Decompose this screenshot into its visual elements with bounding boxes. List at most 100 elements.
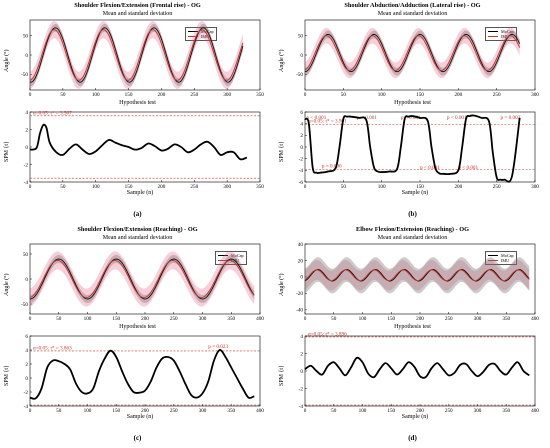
x-tick-label: 350: [502, 316, 510, 322]
mocap-mean-line: [29, 27, 244, 83]
x-tick-label: 50: [331, 408, 337, 414]
x-tick-label: 100: [92, 92, 100, 98]
y-tick-label: -6: [299, 180, 304, 186]
y-tick-label: 4: [25, 348, 28, 354]
imu-mean-line: [29, 259, 255, 299]
y-tick-label: 40: [298, 242, 304, 248]
imu-sd-band: [305, 260, 530, 291]
x-tick-label: 50: [60, 184, 66, 190]
legend-imu: IMU: [488, 34, 514, 39]
legend-mocap: MoCap: [488, 253, 514, 258]
y-tick-label: 20: [298, 258, 304, 264]
x-tick-label: 200: [158, 92, 166, 98]
p-value-label: p < 0.001: [307, 115, 327, 121]
legend-imu: IMU: [188, 34, 214, 39]
x-tick-label: 400: [531, 316, 539, 322]
x-tick-label: 300: [474, 408, 482, 414]
y-tick-label: 6: [25, 334, 28, 340]
sample-xlabel: Sample (n): [126, 414, 154, 420]
x-tick-label: 150: [125, 92, 133, 98]
p-value-label: p = 0.003: [501, 115, 521, 121]
legend: MoCap IMU: [485, 251, 517, 265]
mocap-sd-band: [305, 257, 530, 294]
x-tick-label: 50: [56, 408, 62, 414]
y-tick-label: -2: [24, 162, 29, 168]
x-tick-label: 100: [378, 184, 386, 190]
x-tick-label: 0: [304, 184, 307, 190]
x-tick-label: 250: [170, 408, 178, 414]
panel-label: (d): [408, 434, 417, 442]
imu-mean-line: [304, 269, 530, 282]
x-tick-label: 0: [29, 408, 32, 414]
mocap-mean-line: [29, 258, 255, 300]
x-tick-label: 200: [454, 184, 462, 190]
imu-sd-band: [305, 27, 520, 79]
chart-subtitle: Mean and standard deviation: [102, 235, 173, 241]
x-tick-label: 350: [256, 184, 264, 190]
y-tick-label: -4: [299, 404, 304, 410]
x-tick-label: 250: [190, 184, 198, 190]
x-tick-label: 400: [256, 408, 264, 414]
x-tick-label: 100: [359, 316, 367, 322]
y-tick-label: 0: [25, 376, 28, 382]
legend-imu: IMU: [488, 258, 514, 263]
x-tick-label: 200: [454, 92, 462, 98]
y-tick-label: -4: [24, 404, 29, 410]
spm-t-curve: [304, 356, 530, 379]
p-value-label: p < 0.001: [420, 165, 440, 171]
panel-b: Shoulder Abduction/Adduction (Lateral ri…: [275, 0, 550, 224]
mocap-sd-band: [30, 255, 255, 303]
y-tick-label: -50: [21, 72, 28, 78]
x-tick-label: 300: [531, 92, 539, 98]
x-tick-label: 0: [304, 316, 307, 322]
x-tick-label: 150: [416, 92, 424, 98]
chart-svg: 0 50 100 150 200 250 300 350 400 50 0 -50 0 50 100 150 2…: [21, 243, 264, 414]
p-value-label: p = 0.006: [322, 163, 342, 169]
x-tick-label: 400: [256, 316, 264, 322]
y-tick-label: 4: [300, 334, 303, 340]
y-tick-label: 2: [25, 127, 28, 133]
x-tick-label: 100: [84, 408, 92, 414]
x-tick-label: 150: [387, 316, 395, 322]
x-tick-label: 150: [387, 408, 395, 414]
chart-subtitle: Mean and standard deviation: [102, 11, 173, 17]
y-tick-label: 4: [300, 121, 303, 127]
y-tick-label: 2: [25, 362, 28, 368]
x-tick-label: 50: [331, 316, 337, 322]
spm-t-curve: [29, 123, 248, 161]
x-tick-label: 250: [190, 92, 198, 98]
legend-mocap: MoCap: [488, 29, 514, 34]
test-title: Hypothesis test: [119, 100, 156, 106]
mocap-sd-band: [305, 30, 520, 76]
chart-svg: 0 50 100 150 200 250 300 350 50 0 -50 0 50 100 150 200 2…: [21, 19, 264, 190]
y-tick-label: 0: [25, 53, 28, 59]
y-tick-label: 2: [300, 133, 303, 139]
x-tick-label: 100: [359, 408, 367, 414]
x-tick-label: 200: [141, 408, 149, 414]
threshold-annotation: α=0.05: t* = 3.567: [33, 110, 72, 116]
y-tick-label: -40: [296, 308, 303, 314]
imu-mean-line: [304, 35, 521, 71]
x-tick-label: 250: [493, 184, 501, 190]
x-tick-label: 300: [199, 408, 207, 414]
x-tick-label: 300: [223, 92, 231, 98]
y-tick-label: -2: [24, 390, 29, 396]
x-tick-label: 0: [304, 92, 307, 98]
x-tick-label: 200: [158, 184, 166, 190]
mocap-sd-band: [30, 23, 243, 87]
p-value-label: p < 0.001: [401, 115, 421, 121]
y-tick-label: 0: [300, 53, 303, 59]
x-tick-label: 250: [445, 408, 453, 414]
y-tick-label: 50: [23, 33, 29, 39]
x-tick-label: 50: [341, 184, 347, 190]
panel-d: Elbow Flexion/Extension (Reaching) - OG …: [275, 224, 550, 448]
p-value-label: p < 0.001: [447, 115, 467, 121]
spm-t-curve: [304, 114, 521, 183]
x-tick-label: 300: [531, 184, 539, 190]
sample-xlabel: Sample (n): [126, 190, 154, 196]
chart-title: Shoulder Flexion/Extension (Frontal rise…: [74, 2, 201, 9]
plot-frame: [29, 111, 261, 183]
chart-title: Shoulder Abduction/Adduction (Lateral ri…: [344, 2, 481, 9]
y-tick-label: -2: [299, 156, 304, 162]
